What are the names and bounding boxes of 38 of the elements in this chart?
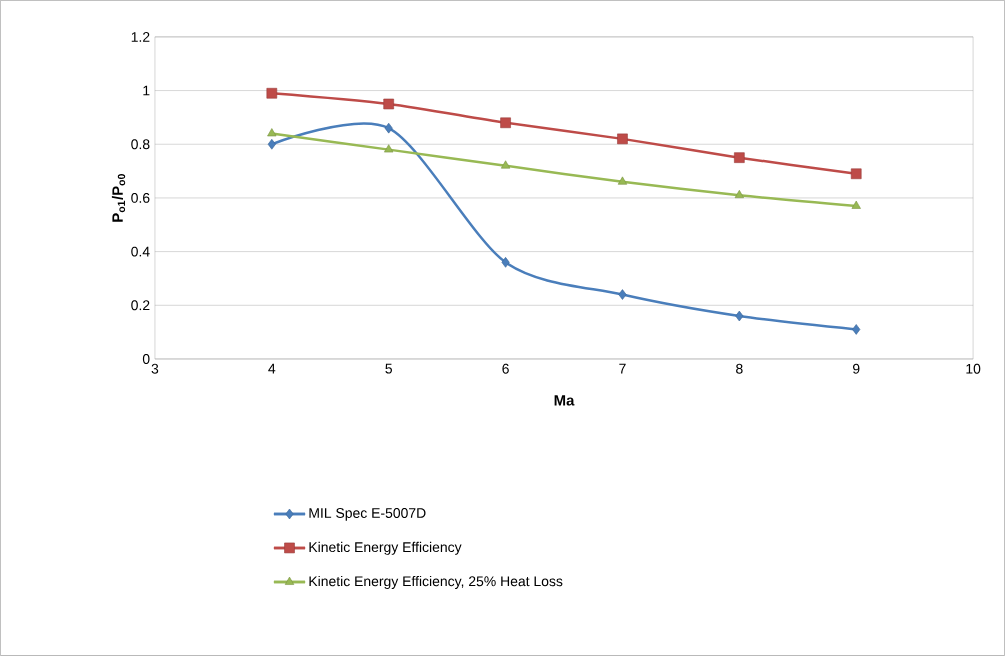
- y-tick-label: 1: [143, 85, 150, 96]
- point: [501, 257, 510, 268]
- point: [618, 289, 627, 300]
- point: [500, 117, 511, 129]
- x-tick-label: 7: [619, 363, 626, 374]
- point: [617, 133, 628, 145]
- point: [617, 176, 628, 185]
- point: [851, 200, 861, 209]
- y-tick-label: 0.2: [131, 300, 150, 311]
- point: [734, 152, 745, 163]
- point: [735, 310, 744, 322]
- y-axis-title: P$_{o1}$/P$_{o0}$: [111, 174, 126, 222]
- legend-label: Kinetic Energy Efficiency, 25% Heat Loss: [309, 575, 563, 589]
- x-tick-label: 9: [853, 363, 860, 374]
- x-tick-label: 8: [736, 363, 743, 374]
- y-tick-label: 0.4: [131, 246, 150, 257]
- x-tick-label: 4: [268, 363, 276, 374]
- x-tick-label: 5: [385, 363, 392, 374]
- x-axis-title: Ma: [554, 395, 575, 406]
- y-tick-label: 0: [142, 354, 150, 364]
- legend-label: MIL Spec E-5007D: [309, 508, 426, 521]
- x-tick-label: 3: [151, 363, 159, 374]
- point: [267, 139, 276, 150]
- point: [266, 88, 278, 99]
- point: [267, 128, 277, 137]
- point: [850, 168, 862, 180]
- point: [734, 189, 744, 199]
- legend-label: Kinetic Energy Efficiency: [309, 541, 462, 555]
- x-tick-label: 6: [502, 363, 509, 374]
- y-tick-label: 0.8: [131, 139, 150, 150]
- point: [383, 98, 394, 110]
- y-tick-label: 0.6: [131, 193, 150, 203]
- y-tick-label: 1.2: [131, 32, 150, 42]
- point: [852, 324, 861, 335]
- point: [384, 144, 394, 153]
- x-tick-label: 10: [966, 363, 981, 374]
- point: [500, 160, 511, 169]
- point: [384, 122, 393, 134]
